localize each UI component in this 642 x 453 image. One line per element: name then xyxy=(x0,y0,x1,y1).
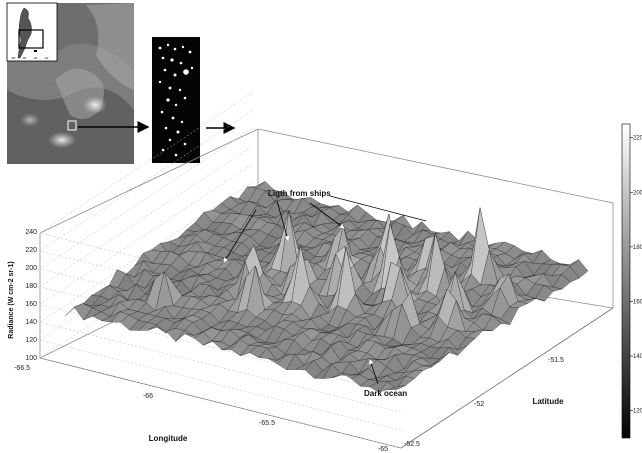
colorbar-scale xyxy=(621,123,631,439)
y-tick-m52-5: -52.5 xyxy=(404,441,420,448)
colorbar: 220 200 180 160 140 120 xyxy=(621,123,642,439)
grid-line xyxy=(39,110,402,342)
annotation-ships-arrow-2 xyxy=(276,200,290,241)
zoomed-image xyxy=(152,37,200,163)
grid-line xyxy=(39,182,402,413)
z-tick-160: 160 xyxy=(25,301,37,308)
z-tick-200: 200 xyxy=(25,265,37,272)
annotation-ships-arrow-3 xyxy=(309,202,345,229)
y-axis-label: Latitude xyxy=(532,397,564,406)
annotation-ships-arrow-1 xyxy=(223,209,257,263)
annotation-ships-label: Ligth from ships xyxy=(268,189,331,198)
grid-line xyxy=(39,164,402,395)
grid-line xyxy=(39,92,402,324)
colorbar-tick-label: 140 xyxy=(633,354,642,360)
z-tick-120: 120 xyxy=(25,337,37,344)
x-tick-m65: -65 xyxy=(378,446,388,453)
annotation-ocean-arrow xyxy=(368,359,379,385)
colorbar-tick-label: 160 xyxy=(633,299,642,305)
z-axis-ticks: 100 120 140 160 180 200 220 240 xyxy=(25,229,37,362)
z-tick-240: 240 xyxy=(25,229,37,236)
colorbar-ticks: 220 200 180 160 140 120 xyxy=(630,136,642,415)
grid-line xyxy=(39,128,402,359)
y-tick-m52: -52 xyxy=(474,401,484,408)
inset-map: -80 -60 -40 -20 xyxy=(6,2,58,62)
colorbar-tick-label: 200 xyxy=(633,190,642,196)
z-tick-140: 140 xyxy=(25,319,37,326)
x-tick-m66: -66 xyxy=(143,393,153,400)
inset-tick-1: -60 xyxy=(22,56,27,60)
z-axis-label: Radiance (W cm-2 sr-1) xyxy=(8,261,15,338)
annotation-ships-arrow-4 xyxy=(329,195,431,224)
satellite-image xyxy=(7,3,134,164)
y-axis-ticks: -52.5 -52 -51.5 xyxy=(404,357,564,448)
inset-tick-2: -40 xyxy=(33,56,38,60)
z-tick-220: 220 xyxy=(25,247,37,254)
grid-line xyxy=(39,146,402,377)
x-axis-label: Longitude xyxy=(149,434,188,443)
annotation-ocean-label: Dark ocean xyxy=(364,389,407,398)
radiance-surface xyxy=(64,181,589,393)
z-tick-100: 100 xyxy=(25,355,37,362)
inset-tick-3: -20 xyxy=(44,56,49,60)
x-axis-ticks: -66.5 -66 -65.5 -65 xyxy=(14,365,388,453)
annotation-ocean: Dark ocean xyxy=(364,359,407,398)
z-tick-180: 180 xyxy=(25,283,37,290)
x-tick-m65-5: -65.5 xyxy=(259,420,275,427)
surface-facet xyxy=(387,385,406,390)
annotation-ships: Ligth from ships xyxy=(223,189,431,263)
colorbar-tick-label: 220 xyxy=(633,136,642,142)
colorbar-tick-label: 120 xyxy=(633,409,642,415)
colorbar-tick-label: 180 xyxy=(633,245,642,251)
x-tick-m66-5: -66.5 xyxy=(14,365,30,372)
inset-tick-0: -80 xyxy=(11,56,16,60)
y-tick-m51-5: -51.5 xyxy=(548,357,564,364)
